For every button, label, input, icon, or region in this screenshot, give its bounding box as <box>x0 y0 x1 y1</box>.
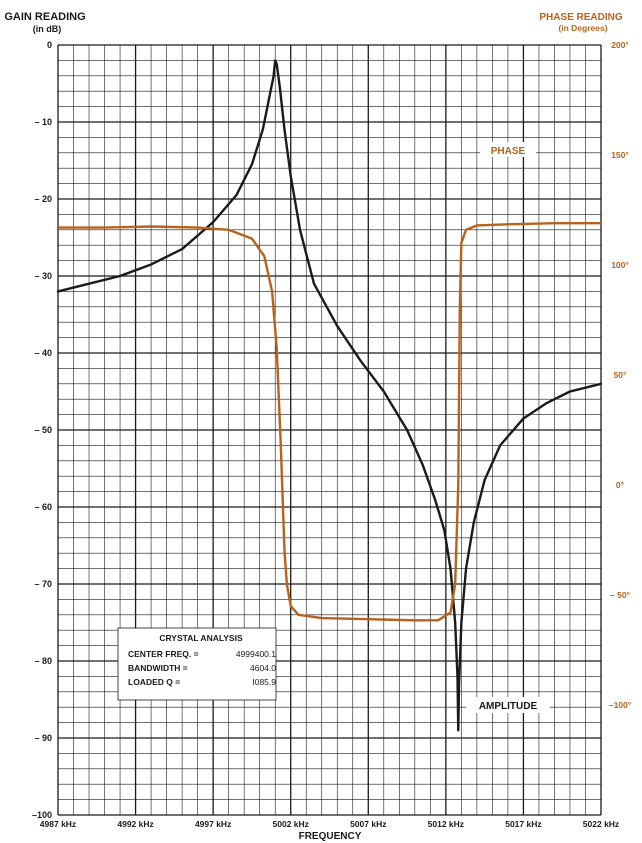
x-tick-label: 5022 kHz <box>583 819 619 829</box>
y-left-tick-label: –100 <box>32 810 52 820</box>
center-freq-label: CENTER FREQ. = <box>128 649 199 659</box>
x-tick-label: 4997 kHz <box>195 819 231 829</box>
center-freq-value: 4999400.1 <box>236 649 276 659</box>
phase-series-label: PHASE <box>491 146 526 157</box>
grid <box>57 44 602 816</box>
x-tick-label: 5017 kHz <box>505 819 541 829</box>
x-axis-title: FREQUENCY <box>299 831 362 842</box>
y-right-tick-label: – 50° <box>610 590 631 600</box>
x-tick-label: 4987 kHz <box>40 819 76 829</box>
tick-labels: 4987 kHz 4992 kHz 4997 kHz 5002 kHz 5007 kHz… <box>32 40 632 829</box>
phase-series-line <box>56 222 603 622</box>
amplitude-series-line <box>56 59 603 732</box>
y-left-tick-label: – 20 <box>34 194 52 204</box>
y-left-tick-label: – 60 <box>34 502 52 512</box>
y-left-tick-label: – 50 <box>34 425 52 435</box>
y-left-tick-label: – 10 <box>34 117 52 127</box>
y-right-tick-label: 0° <box>616 480 625 490</box>
y-left-tick-label: – 90 <box>34 733 52 743</box>
y-left-tick-label: – 80 <box>34 656 52 666</box>
y-left-tick-label: 0 <box>47 40 52 50</box>
amplitude-series-label: AMPLITUDE <box>479 701 538 712</box>
y-left-tick-label: – 30 <box>34 271 52 281</box>
y-left-tick-label: – 70 <box>34 579 52 589</box>
x-tick-label: 5012 kHz <box>428 819 464 829</box>
x-tick-label: 5007 kHz <box>350 819 386 829</box>
crystal-analysis-box: CRYSTAL ANALYSIS CENTER FREQ. = 4999400.… <box>117 627 277 701</box>
left-axis-title-line-1: GAIN READING <box>4 11 85 23</box>
y-right-tick-label: –100° <box>609 700 632 710</box>
bandwidth-label: BANDWIDTH = <box>128 663 188 673</box>
loaded-q-value: I085.9 <box>252 677 276 687</box>
series-lines <box>56 59 603 732</box>
phase-label-bg <box>480 142 536 157</box>
left-axis-title-line-2: (in dB) <box>33 24 62 34</box>
y-right-tick-label: 200° <box>611 40 629 50</box>
x-tick-label: 5002 kHz <box>273 819 309 829</box>
info-box-title: CRYSTAL ANALYSIS <box>159 633 243 643</box>
amplitude-label-bg <box>466 697 550 713</box>
y-right-tick-label: 100° <box>611 260 629 270</box>
x-tick-label: 4992 kHz <box>117 819 153 829</box>
y-right-tick-label: 150° <box>611 150 629 160</box>
right-axis-title-line-1: PHASE READING <box>539 12 623 23</box>
loaded-q-label: LOADED Q = <box>128 677 180 687</box>
right-axis-title-line-2: (in Degrees) <box>558 23 607 33</box>
bandwidth-value: 4604.0 <box>250 663 276 673</box>
y-right-tick-label: 50° <box>614 370 627 380</box>
y-left-tick-label: – 40 <box>34 348 52 358</box>
